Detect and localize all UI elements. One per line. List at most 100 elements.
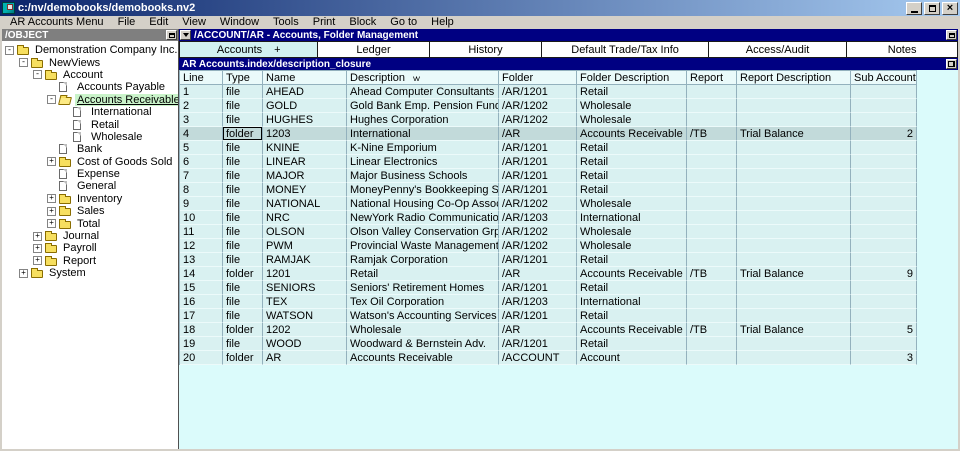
cell-line[interactable]: 1	[180, 85, 223, 99]
cell-sub-accounts[interactable]	[851, 169, 917, 183]
cell-type[interactable]: file	[223, 155, 263, 169]
table-row[interactable]: 3 file HUGHES Hughes Corporation /AR/120…	[180, 113, 917, 127]
cell-sub-accounts[interactable]	[851, 99, 917, 113]
tree-item[interactable]: + Journal	[2, 230, 178, 242]
cell-folder[interactable]: /AR/1202	[499, 239, 577, 253]
tree-item-label[interactable]: Accounts Receivable	[75, 93, 178, 106]
cell-folder-description[interactable]: Accounts Receivable	[577, 323, 687, 337]
cell-folder-description[interactable]: Account	[577, 351, 687, 365]
cell-type[interactable]: file	[223, 309, 263, 323]
cell-report-description[interactable]	[737, 155, 851, 169]
cell-line[interactable]: 7	[180, 169, 223, 183]
table-row[interactable]: 4 folder 1203 International /AR Accounts…	[180, 127, 917, 141]
cell-folder-description[interactable]: Retail	[577, 253, 687, 267]
cell-report[interactable]	[687, 141, 737, 155]
cell-report[interactable]	[687, 309, 737, 323]
cell-type[interactable]: file	[223, 337, 263, 351]
cell-name[interactable]: MONEY	[263, 183, 347, 197]
cell-folder[interactable]: /AR/1202	[499, 197, 577, 211]
column-header[interactable]: Folder Description	[577, 71, 687, 85]
tree-item[interactable]: + System	[2, 267, 178, 279]
tree-item-label[interactable]: Total	[77, 217, 101, 230]
tree-item-label[interactable]: NewViews	[49, 56, 101, 69]
cell-folder[interactable]: /AR/1201	[499, 169, 577, 183]
cell-description[interactable]: Olson Valley Conservation Grp	[347, 225, 499, 239]
cell-line[interactable]: 6	[180, 155, 223, 169]
cell-description[interactable]: Provincial Waste Management	[347, 239, 499, 253]
column-header[interactable]: Line	[180, 71, 223, 85]
cell-description[interactable]: K-Nine Emporium	[347, 141, 499, 155]
cell-name[interactable]: 1201	[263, 267, 347, 281]
cell-folder[interactable]: /AR/1201	[499, 141, 577, 155]
cell-report[interactable]	[687, 211, 737, 225]
cell-name[interactable]: PWM	[263, 239, 347, 253]
tree-item[interactable]: + Sales	[2, 205, 178, 217]
cell-line[interactable]: 2	[180, 99, 223, 113]
cell-description[interactable]: Linear Electronics	[347, 155, 499, 169]
cell-report[interactable]	[687, 253, 737, 267]
cell-description[interactable]: Watson's Accounting Services	[347, 309, 499, 323]
column-header[interactable]: Sub Accounts	[851, 71, 917, 85]
table-row[interactable]: 9 file NATIONAL National Housing Co-Op A…	[180, 197, 917, 211]
cell-sub-accounts[interactable]: 9	[851, 267, 917, 281]
tree-expand-toggle[interactable]: +	[47, 194, 56, 204]
cell-sub-accounts[interactable]: 3	[851, 351, 917, 365]
cell-report-description[interactable]	[737, 351, 851, 365]
cell-report[interactable]	[687, 99, 737, 113]
tab[interactable]: Ledger	[317, 41, 430, 58]
tree-item[interactable]: + Payroll	[2, 242, 178, 254]
cell-folder[interactable]: /AR/1201	[499, 85, 577, 99]
cell-type[interactable]: file	[223, 141, 263, 155]
minimize-button[interactable]	[906, 1, 922, 15]
cell-sub-accounts[interactable]	[851, 197, 917, 211]
cell-report[interactable]	[687, 281, 737, 295]
tree-item[interactable]: Wholesale	[2, 131, 178, 143]
cell-report-description[interactable]	[737, 253, 851, 267]
cell-folder[interactable]: /AR/1201	[499, 309, 577, 323]
table-row[interactable]: 11 file OLSON Olson Valley Conservation …	[180, 225, 917, 239]
cell-report[interactable]	[687, 225, 737, 239]
cell-folder[interactable]: /AR/1201	[499, 253, 577, 267]
cell-report-description[interactable]	[737, 197, 851, 211]
tree-item-label[interactable]: System	[49, 267, 86, 280]
cell-line[interactable]: 3	[180, 113, 223, 127]
cell-folder-description[interactable]: Retail	[577, 309, 687, 323]
cell-report[interactable]	[687, 113, 737, 127]
tree-expand-toggle[interactable]: -	[5, 45, 14, 55]
table-row[interactable]: 10 file NRC NewYork Radio Communications…	[180, 211, 917, 225]
cell-name[interactable]: OLSON	[263, 225, 347, 239]
cell-folder-description[interactable]: Retail	[577, 85, 687, 99]
cell-line[interactable]: 20	[180, 351, 223, 365]
cell-report-description[interactable]	[737, 141, 851, 155]
cell-name[interactable]: TEX	[263, 295, 347, 309]
cell-report-description[interactable]: Trial Balance	[737, 127, 851, 141]
cell-line[interactable]: 10	[180, 211, 223, 225]
cell-name[interactable]: SENIORS	[263, 281, 347, 295]
tree-expand-toggle[interactable]: +	[33, 231, 42, 241]
table-row[interactable]: 12 file PWM Provincial Waste Management …	[180, 239, 917, 253]
view-dropdown-button[interactable]	[180, 30, 191, 40]
cell-type[interactable]: file	[223, 211, 263, 225]
tree-item-label[interactable]: International	[91, 106, 152, 119]
table-row[interactable]: 18 folder 1202 Wholesale /AR Accounts Re…	[180, 323, 917, 337]
cell-sub-accounts[interactable]	[851, 183, 917, 197]
cell-sub-accounts[interactable]	[851, 225, 917, 239]
cell-description[interactable]: Seniors' Retirement Homes	[347, 281, 499, 295]
tab[interactable]: Notes	[846, 41, 958, 58]
tree-item-label[interactable]: Cost of Goods Sold	[77, 155, 173, 168]
tree-item-label[interactable]: General	[77, 180, 117, 193]
cell-report-description[interactable]	[737, 281, 851, 295]
table-row[interactable]: 6 file LINEAR Linear Electronics /AR/120…	[180, 155, 917, 169]
menu-item[interactable]: View	[182, 16, 206, 28]
cell-type[interactable]: file	[223, 197, 263, 211]
cell-sub-accounts[interactable]	[851, 113, 917, 127]
table-row[interactable]: 20 folder AR Accounts Receivable /ACCOUN…	[180, 351, 917, 365]
cell-folder[interactable]: /AR	[499, 127, 577, 141]
tree-item[interactable]: + Report	[2, 255, 178, 267]
cell-folder-description[interactable]: Retail	[577, 281, 687, 295]
tree-item-label[interactable]: Sales	[77, 205, 105, 218]
cell-sub-accounts[interactable]	[851, 295, 917, 309]
tree-item-label[interactable]: Account	[63, 68, 103, 81]
cell-report-description[interactable]: Trial Balance	[737, 323, 851, 337]
cell-sub-accounts[interactable]	[851, 239, 917, 253]
